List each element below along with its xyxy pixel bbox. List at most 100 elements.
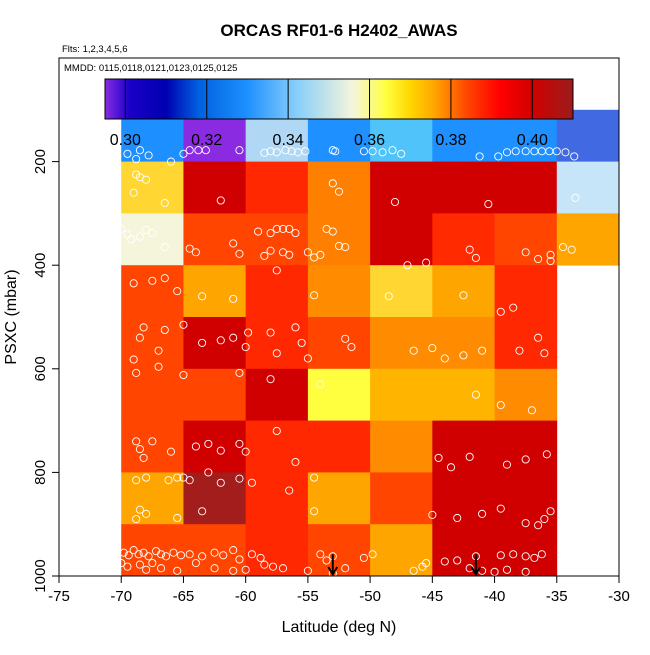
heatmap-cell — [307, 472, 371, 525]
sample-point — [546, 250, 555, 259]
sample-point — [123, 230, 132, 239]
sample-point — [154, 346, 163, 355]
colorbar-tick-label: 0.30 — [110, 132, 141, 149]
sample-point — [310, 473, 319, 482]
heatmap-cell — [370, 317, 433, 370]
heatmap-cells — [121, 109, 620, 577]
sample-point — [475, 152, 484, 161]
sample-point — [478, 346, 487, 355]
heatmap-cell — [307, 317, 371, 370]
sample-point — [260, 251, 269, 260]
sample-point — [204, 468, 213, 477]
sample-point — [169, 548, 178, 557]
sample-point — [219, 551, 228, 560]
heatmap-cell — [183, 161, 247, 214]
sample-point — [198, 552, 207, 561]
sample-point — [191, 248, 200, 257]
sample-point — [527, 406, 536, 415]
sample-point — [154, 362, 163, 371]
dates-subtitle: MMDD: 0115,0118,0121,0123,0125,0125 — [64, 63, 237, 74]
sample-point — [216, 196, 225, 205]
sample-point — [409, 346, 418, 355]
sample-point — [134, 550, 143, 559]
sample-point — [542, 450, 551, 459]
heatmap-cell — [370, 265, 433, 318]
sample-point — [310, 507, 319, 516]
sample-point — [132, 514, 141, 524]
sample-point — [459, 351, 468, 360]
heatmap-cell — [432, 472, 495, 525]
sample-point — [322, 556, 331, 565]
sample-point — [247, 550, 256, 559]
heatmap-cell — [370, 368, 433, 421]
sample-point — [334, 187, 344, 196]
sample-point — [297, 338, 306, 347]
sample-point — [241, 342, 250, 352]
sample-point — [272, 224, 281, 233]
heatmap-cell — [121, 472, 184, 525]
sample-point — [156, 550, 166, 559]
sample-point — [229, 566, 238, 575]
sample-point — [235, 368, 244, 377]
sample-point — [567, 245, 576, 254]
colorbar-tick-label: 0.32 — [191, 132, 222, 149]
colorbar: 0.30 0.32 0.34 0.36 0.38 0.40 — [104, 78, 574, 149]
heatmap-cell — [494, 161, 558, 214]
sample-point — [173, 473, 182, 482]
sample-point — [471, 390, 480, 399]
sample-point — [502, 565, 512, 574]
heatmap-cell — [494, 524, 558, 577]
x-tick-label: -35 — [546, 588, 568, 605]
sample-point — [266, 328, 275, 337]
sample-point — [216, 446, 225, 455]
sample-point — [173, 566, 182, 575]
sample-point — [272, 349, 281, 358]
sample-point — [546, 257, 555, 266]
sample-point — [496, 401, 505, 410]
x-tick-label: -55 — [297, 588, 319, 605]
sample-point — [160, 274, 169, 283]
sample-point — [446, 463, 456, 472]
sample-point — [397, 149, 406, 158]
sample-point — [142, 175, 151, 184]
sample-point — [235, 146, 244, 155]
sample-point — [546, 507, 555, 516]
heatmap-cell — [121, 265, 184, 318]
sample-point — [129, 355, 138, 364]
sample-point — [139, 323, 148, 332]
sample-point — [191, 559, 200, 568]
sample-point — [135, 505, 144, 514]
y-tick-label: 800 — [32, 460, 49, 485]
sample-point — [117, 224, 126, 233]
sample-point — [268, 562, 278, 571]
sample-point — [254, 227, 263, 236]
flights-subtitle: Flts: 1,2,3,4,5,6 — [62, 44, 127, 55]
sample-point — [119, 548, 128, 557]
sample-point — [235, 555, 244, 564]
x-tick-label: -45 — [421, 588, 443, 605]
sample-point — [496, 504, 505, 513]
sample-point — [368, 147, 377, 156]
sample-point — [478, 509, 487, 518]
sample-point — [179, 370, 188, 380]
sample-point — [484, 200, 493, 209]
heatmap-cell — [307, 368, 371, 421]
heatmap-cell — [183, 472, 247, 525]
sample-point — [561, 148, 570, 157]
sample-point — [216, 336, 225, 345]
sample-point — [241, 565, 250, 574]
sample-point — [521, 552, 530, 561]
sample-point — [287, 147, 296, 156]
heatmap-cell — [307, 524, 371, 577]
sample-point — [266, 147, 275, 156]
heatmap-cell — [307, 420, 371, 473]
sample-point — [378, 148, 387, 157]
sample-point — [272, 266, 281, 275]
heatmap-cell — [494, 472, 558, 525]
sample-point — [471, 253, 480, 262]
sample-point — [204, 439, 213, 448]
heatmap-cell — [121, 420, 184, 473]
sample-point — [148, 229, 157, 238]
sample-point — [266, 375, 275, 384]
sample-point — [301, 147, 310, 156]
